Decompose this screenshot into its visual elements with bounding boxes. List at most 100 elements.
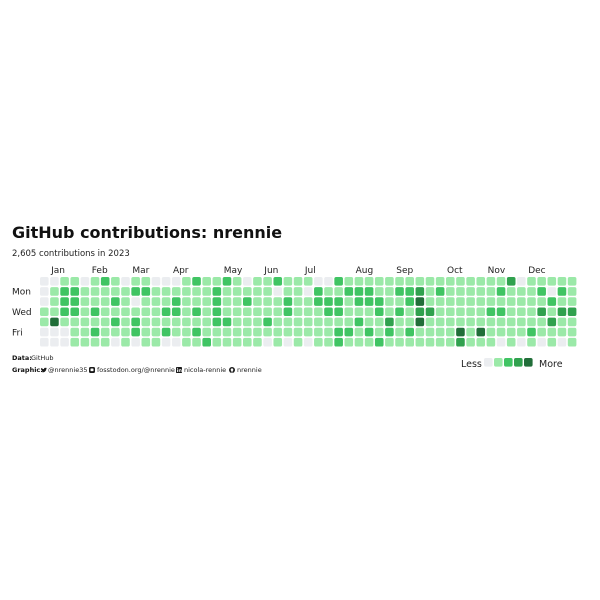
- contribution-cell: [506, 277, 516, 286]
- contribution-cell: [405, 317, 414, 327]
- contribution-cell: [141, 337, 151, 347]
- twitter-icon: [41, 367, 47, 373]
- contribution-cell: [527, 327, 536, 337]
- contribution-cell: [435, 307, 445, 317]
- contribution-cell: [171, 307, 181, 317]
- handle-linkedin: nicola-rennie: [184, 366, 226, 374]
- contribution-cell: [567, 297, 577, 306]
- contribution-cell: [435, 277, 445, 286]
- month-label: Oct: [447, 266, 463, 276]
- contribution-cell: [405, 287, 414, 296]
- contribution-cell: [222, 317, 232, 327]
- contribution-cell: [40, 307, 49, 317]
- contribution-cell: [364, 277, 374, 286]
- contribution-cell: [253, 337, 262, 347]
- contribution-cell: [486, 297, 496, 306]
- contribution-cell: [263, 307, 272, 317]
- contribution-cell: [435, 317, 445, 327]
- contribution-cell: [100, 317, 110, 327]
- contribution-cell: [40, 297, 49, 306]
- contribution-cell: [557, 277, 567, 286]
- contribution-cell: [567, 287, 577, 296]
- month-label: Jul: [304, 266, 316, 276]
- contribution-cell: [212, 287, 222, 296]
- contribution-cell: [496, 277, 506, 286]
- legend-more: More: [539, 359, 563, 370]
- legend-swatch: [524, 358, 533, 367]
- contribution-cell: [324, 277, 333, 286]
- contribution-cell: [273, 287, 283, 296]
- contribution-cell: [547, 307, 557, 317]
- contribution-cell: [171, 297, 181, 306]
- contribution-cell: [446, 337, 455, 347]
- contribution-cell: [263, 337, 272, 347]
- contribution-cell: [50, 337, 59, 347]
- contribution-cell: [567, 327, 577, 337]
- contribution-cell: [50, 297, 59, 306]
- legend: Less More: [461, 358, 563, 370]
- contribution-cell: [415, 287, 425, 296]
- contribution-cell: [80, 277, 90, 286]
- contribution-cell: [476, 287, 486, 296]
- contribution-cell: [547, 317, 557, 327]
- contribution-cell: [263, 287, 272, 296]
- contribution-cell: [496, 287, 506, 296]
- month-labels: Jan Feb Mar Apr May Jun Jul Aug Sep Oct Nov Dec: [50, 266, 546, 276]
- contribution-cell: [40, 337, 49, 347]
- contribution-grid: [40, 277, 577, 347]
- contribution-cell: [161, 297, 171, 306]
- contribution-cell: [527, 287, 536, 296]
- contribution-cell: [202, 287, 211, 296]
- contribution-cell: [50, 277, 59, 286]
- contribution-cell: [314, 317, 323, 327]
- contribution-cell: [283, 317, 293, 327]
- contribution-cell: [415, 317, 425, 327]
- contribution-cell: [364, 337, 374, 347]
- contribution-cell: [192, 277, 201, 286]
- contribution-cell: [496, 317, 506, 327]
- contribution-cell: [456, 327, 465, 337]
- contribution-cell: [415, 297, 425, 306]
- contribution-cell: [374, 287, 384, 296]
- month-label: Jun: [263, 266, 278, 276]
- contribution-cell: [263, 327, 272, 337]
- contribution-cell: [435, 287, 445, 296]
- weekday-labels: Mon Wed Fri: [12, 288, 32, 339]
- contribution-cell: [496, 327, 506, 337]
- contribution-cell: [90, 307, 100, 317]
- contribution-cell: [253, 277, 262, 286]
- contribution-cell: [111, 327, 120, 337]
- contribution-cell: [466, 317, 475, 327]
- contribution-cell: [425, 297, 435, 306]
- contribution-cell: [354, 297, 364, 306]
- contribution-cell: [446, 297, 455, 306]
- contribution-cell: [232, 297, 242, 306]
- contribution-cell: [192, 297, 201, 306]
- chart-title: GitHub contributions: nrennie: [12, 223, 282, 242]
- contribution-cell: [151, 297, 161, 306]
- contribution-cell: [395, 327, 404, 337]
- month-label: Jan: [50, 266, 65, 276]
- contribution-cell: [425, 337, 435, 347]
- contribution-cell: [100, 277, 110, 286]
- contribution-cell: [232, 327, 242, 337]
- contribution-cell: [60, 277, 69, 286]
- contribution-cell: [374, 317, 384, 327]
- contribution-cell: [90, 287, 100, 296]
- contribution-cell: [293, 277, 303, 286]
- contribution-cell: [141, 327, 151, 337]
- contribution-cell: [527, 317, 536, 327]
- contribution-cell: [121, 287, 130, 296]
- contribution-cell: [80, 307, 90, 317]
- month-label: Mar: [132, 266, 149, 276]
- contribution-cell: [182, 287, 191, 296]
- contribution-cell: [182, 327, 191, 337]
- contribution-cell: [537, 287, 546, 296]
- contribution-cell: [121, 337, 130, 347]
- contribution-cell: [547, 337, 557, 347]
- contribution-cell: [111, 307, 120, 317]
- contribution-cell: [324, 307, 333, 317]
- contribution-cell: [364, 307, 374, 317]
- contribution-cell: [70, 277, 80, 286]
- contribution-cell: [293, 337, 303, 347]
